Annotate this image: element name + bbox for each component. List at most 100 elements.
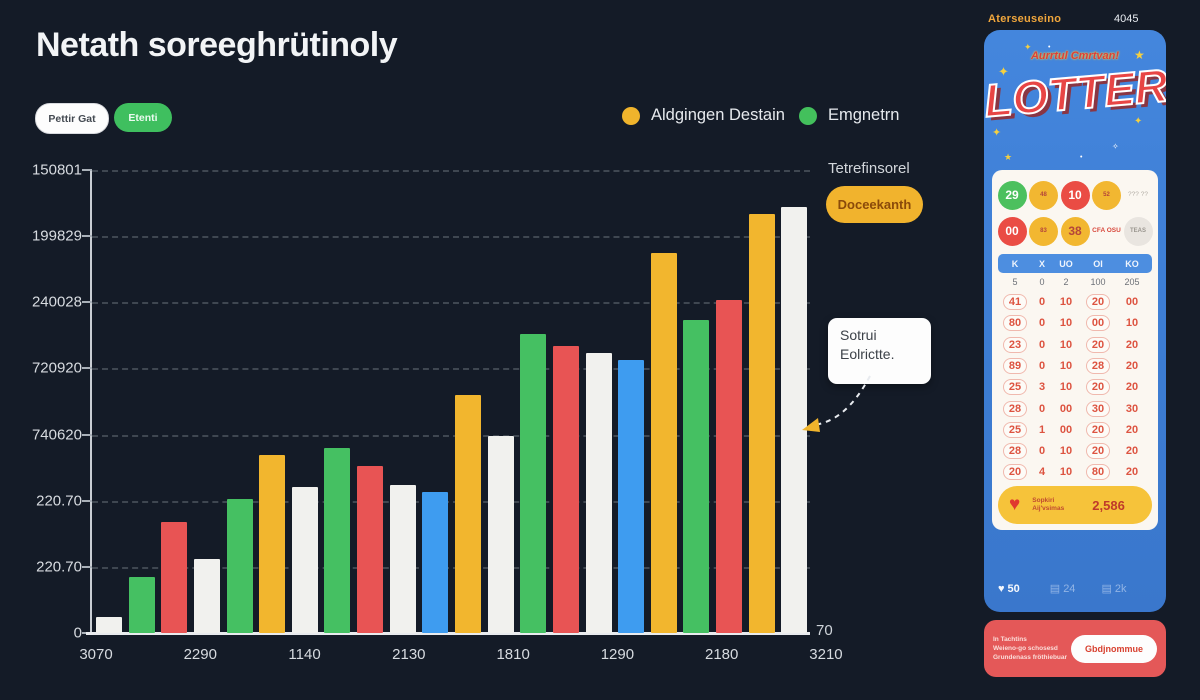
legend-dot-green-icon (798, 106, 817, 125)
bar-white-0 (96, 616, 122, 633)
legend-dot-yellow-icon (622, 106, 640, 125)
bar-green-4 (226, 498, 253, 633)
table-cell: 0 (1038, 317, 1046, 330)
ball-cell: 48 (1029, 180, 1059, 210)
table-cell-outlined: 20 (1003, 464, 1027, 481)
bar-white-9 (389, 484, 416, 633)
lottery-ball: 29 (997, 180, 1027, 210)
y-axis-label: 0 (73, 624, 82, 642)
table-cell: 0 (1038, 296, 1046, 308)
ticket-action-button[interactable]: Gbdjnommue (1071, 634, 1157, 663)
lottery-ball: 38 (1060, 216, 1090, 246)
lottery-ball: 48 (1029, 180, 1058, 210)
table-cell-outlined: 28 (1003, 400, 1027, 417)
table-cell: 10 (1125, 317, 1139, 330)
table-subrow-cell: 0 (1039, 277, 1045, 287)
table-cell-outlined: 23 (1003, 336, 1027, 353)
y-axis-tick (82, 499, 92, 502)
x-axis-label: 2180 (705, 646, 739, 663)
table-cell: 20 (1080, 421, 1116, 438)
table-cell: 0 (1038, 338, 1046, 351)
ball-cell: 00 (997, 216, 1027, 246)
stat-value: 50 (1007, 582, 1020, 595)
ticket-logo: LOTTER (984, 58, 1166, 128)
ball-cell-text: ??? ?? (1128, 191, 1148, 198)
table-header-cell: UO (1059, 258, 1073, 269)
table-cell: 89 (998, 357, 1032, 374)
table-cell: 20 (998, 464, 1032, 481)
ball-cell: 38 (1060, 216, 1090, 246)
ball-cell: 29 (997, 180, 1027, 210)
table-cell-outlined: 80 (1086, 464, 1110, 481)
table-subrow-cell: 5 (1012, 277, 1018, 287)
annotation-button[interactable]: Doceekanth (826, 186, 923, 223)
gridline (92, 236, 810, 239)
y-axis-tick (82, 169, 92, 171)
table-cell: 25 (998, 379, 1032, 396)
y-axis-tick (82, 433, 92, 436)
ticket-stats-row: ♥ 50 ▤ 24 ▤ 2k (998, 582, 1148, 596)
lottery-ticket-card[interactable]: ✦ ✦ ★ ✧ ✦ ✦ ✧ ★ • • Aurrtul Cmrtvan! LOT… (984, 30, 1166, 612)
y-axis-label: 240028 (31, 293, 82, 311)
table-cell: 80 (998, 315, 1032, 332)
x-axis-label: 3210 (809, 646, 843, 663)
bar-green-1 (128, 577, 155, 633)
heart-icon: ♥ (998, 582, 1005, 595)
ball-cell: 10 (1060, 180, 1090, 210)
bar-red-14 (552, 345, 579, 633)
table-cell: 4 (1038, 466, 1046, 479)
table-row: 20 4 10 80 20 (998, 464, 1152, 481)
bar-red-8 (357, 466, 384, 633)
ticket-table-subrow: 5 0 2 100 205 (998, 277, 1152, 287)
table-cell: 30 (1080, 400, 1116, 417)
table-cell-outlined: 00 (1086, 315, 1110, 332)
ticket-footer-bar: In Tachtins Weieno-go schosesd Grundenas… (984, 620, 1166, 677)
ticket-table-header: K X UO OI KO (998, 254, 1152, 273)
gridline (92, 368, 810, 371)
stat-item[interactable]: ▤ 2k (1101, 582, 1126, 596)
table-row: 41 0 10 20 00 (998, 294, 1152, 310)
ticket-tagline: Aurrtul Cmrtvan! (1030, 50, 1119, 62)
table-cell: 10 (1059, 445, 1073, 458)
sparkle-icon: ✦ (1134, 116, 1143, 127)
ball-cell-text: CFA OSU (1092, 227, 1121, 234)
table-cell: 20 (1125, 423, 1139, 436)
table-cell: 28 (998, 443, 1032, 460)
table-cell-outlined: 80 (1003, 315, 1027, 332)
chart-legend: Aldgingen Destain Emgnetrn (622, 106, 899, 125)
stat-item[interactable]: ▤ 24 (1050, 582, 1076, 596)
page-title: Netath soreeghrütinoly (36, 26, 398, 64)
bar-white-15 (585, 352, 612, 633)
bar-yellow-20 (748, 214, 775, 633)
bar-white-6 (291, 487, 318, 633)
y-axis-label: 150801 (31, 161, 82, 179)
table-cell: 20 (1080, 294, 1116, 310)
table-cell: 10 (1059, 359, 1073, 372)
legend-label: Aldgingen Destain (651, 106, 785, 124)
table-cell-outlined: 28 (1086, 357, 1110, 374)
legend-label: Emgnetrn (827, 106, 900, 124)
dashed-arrow-icon (802, 375, 871, 432)
table-header-cell: KO (1125, 258, 1139, 269)
tooltip-line: Sotrui (840, 327, 877, 343)
legend-item-green[interactable]: Emgnetrn (798, 106, 900, 125)
stat-item[interactable]: ♥ 50 (998, 583, 1020, 595)
filter-button-light[interactable]: Pettir Gat (35, 103, 109, 134)
y-axis-tick (82, 367, 92, 370)
table-cell: 00 (1125, 296, 1139, 308)
bar-green-7 (324, 447, 351, 633)
table-row: 25 3 10 20 20 (998, 379, 1152, 396)
table-cell: 20 (1080, 379, 1116, 396)
table-cell: 20 (1125, 381, 1139, 394)
lottery-ball: TEAS (1123, 216, 1153, 246)
lottery-ball: 10 (1060, 180, 1090, 210)
table-cell: 25 (998, 421, 1032, 438)
bar-white-3 (193, 558, 220, 633)
panel-counter: 4045 (1114, 13, 1139, 25)
bar-white-21 (781, 207, 808, 633)
ball-row: 29 48 10 52 ??? ?? (997, 180, 1153, 210)
filter-button-green[interactable]: Etenti (114, 103, 172, 132)
footer-text: In Tachtins Weieno-go schosesd Grundenas… (993, 636, 1068, 661)
legend-item-yellow[interactable]: Aldgingen Destain (622, 106, 785, 125)
table-cell: 80 (1080, 464, 1116, 481)
